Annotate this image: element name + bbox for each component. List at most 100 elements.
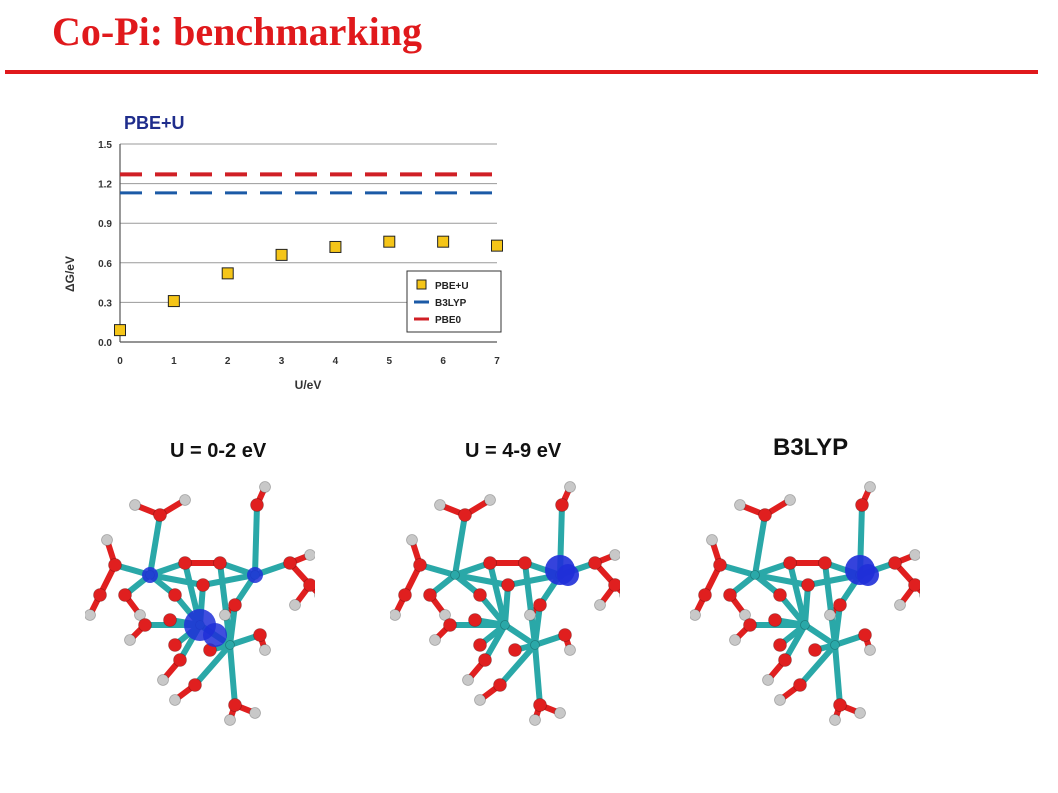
oxygen-atom bbox=[423, 588, 437, 602]
hydrogen-atom bbox=[594, 599, 606, 611]
hydrogen-atom bbox=[314, 591, 315, 599]
spin-density-group bbox=[845, 555, 879, 586]
oxygen-atom bbox=[413, 558, 427, 572]
oxygen-atom bbox=[533, 598, 547, 612]
hydrogen-atom bbox=[474, 694, 486, 706]
oxygen-atom bbox=[778, 653, 792, 667]
hydrogen-atom bbox=[289, 599, 301, 611]
data-point-pbe-u bbox=[167, 295, 180, 308]
oxygen-atom bbox=[808, 643, 822, 657]
hydrogen-atom bbox=[609, 549, 620, 561]
cluster-structure-b3lyp bbox=[690, 481, 920, 726]
oxygen-atom bbox=[250, 498, 264, 512]
x-tick-label: 3 bbox=[279, 356, 285, 367]
y-tick-label: 0.9 bbox=[98, 219, 112, 230]
legend-swatch-pbe-u bbox=[416, 279, 427, 290]
oxygen-atom bbox=[508, 643, 522, 657]
bond-group bbox=[87, 484, 315, 723]
oxygen-atom bbox=[478, 653, 492, 667]
data-point-pbe-u bbox=[329, 240, 342, 253]
oxygen-atom bbox=[818, 556, 832, 570]
oxygen-atom bbox=[501, 578, 515, 592]
oxygen-atom bbox=[93, 588, 107, 602]
oxygen-atom bbox=[793, 678, 807, 692]
oxygen-atom bbox=[473, 588, 487, 602]
oxygen-atom bbox=[213, 556, 227, 570]
bond bbox=[752, 572, 811, 588]
hydrogen-atom bbox=[774, 694, 786, 706]
hydrogen-atom bbox=[85, 609, 96, 621]
oxygen-atom bbox=[228, 598, 242, 612]
x-tick-label: 5 bbox=[387, 356, 393, 367]
y-tick-label: 0.6 bbox=[98, 259, 112, 270]
oxygen-atom bbox=[493, 678, 507, 692]
data-point-pbe-u bbox=[437, 235, 450, 248]
hydrogen-atom bbox=[619, 591, 620, 599]
data-point-pbe-u bbox=[275, 248, 288, 261]
hydrogen-atom bbox=[784, 494, 796, 506]
oxygen-atom bbox=[473, 638, 487, 652]
hydrogen-atom bbox=[524, 609, 536, 621]
cobalt-atom bbox=[225, 640, 235, 650]
x-tick-label: 0 bbox=[117, 356, 123, 367]
bond bbox=[452, 572, 511, 588]
oxygen-atom bbox=[196, 578, 210, 592]
y-tick-label: 0.3 bbox=[98, 298, 112, 309]
data-point-pbe-u bbox=[491, 239, 503, 252]
bond bbox=[802, 622, 838, 648]
bond bbox=[497, 642, 538, 688]
hydrogen-atom bbox=[304, 549, 315, 561]
oxygen-atom bbox=[443, 618, 457, 632]
bond bbox=[502, 622, 538, 648]
oxygen-atom bbox=[533, 698, 547, 712]
legend-label: B3LYP bbox=[435, 298, 467, 309]
bond bbox=[532, 642, 543, 708]
hydrogen-atom bbox=[739, 609, 751, 621]
hydrogen-atom bbox=[406, 534, 418, 546]
chart-label: PBE+U bbox=[124, 113, 185, 133]
hydrogen-atom bbox=[706, 534, 718, 546]
oxygen-atom bbox=[168, 588, 182, 602]
delta-g-chart: 0.00.30.60.91.21.50 1 2 3 4 5 6 7 PBE+UB3LYPPBE… bbox=[63, 140, 503, 392]
hydrogen-atom bbox=[690, 609, 701, 621]
hydrogen-atom bbox=[390, 609, 401, 621]
x-tick-label: 6 bbox=[440, 356, 446, 367]
hydrogen-atom bbox=[564, 644, 576, 656]
spin-density-lobe bbox=[247, 567, 263, 583]
hydrogen-atom bbox=[101, 534, 113, 546]
oxygen-atom bbox=[483, 556, 497, 570]
oxygen-atom bbox=[138, 618, 152, 632]
oxygen-atom bbox=[518, 556, 532, 570]
oxygen-atom bbox=[743, 618, 757, 632]
oxygen-atom bbox=[833, 598, 847, 612]
panel-caption-high-u: U = 4-9 eV bbox=[465, 440, 562, 462]
data-point-pbe-u bbox=[221, 267, 234, 280]
cobalt-atom bbox=[530, 640, 540, 650]
hydrogen-atom bbox=[439, 609, 451, 621]
oxygen-atom bbox=[608, 578, 620, 592]
legend-label: PBE+U bbox=[435, 281, 469, 292]
oxygen-atom bbox=[723, 588, 737, 602]
bond bbox=[147, 512, 163, 578]
y-tick-label: 1.2 bbox=[98, 180, 112, 191]
y-tick-label: 0.0 bbox=[98, 338, 112, 349]
cobalt-atom bbox=[750, 570, 760, 580]
x-tick-label: 4 bbox=[333, 356, 339, 367]
panel-caption-b3lyp: B3LYP bbox=[773, 434, 849, 461]
hydrogen-atom bbox=[854, 707, 866, 719]
oxygen-atom bbox=[168, 638, 182, 652]
oxygen-atom bbox=[153, 508, 167, 522]
bond bbox=[192, 642, 233, 688]
bond bbox=[797, 642, 838, 688]
chart-series bbox=[114, 172, 503, 337]
oxygen-atom bbox=[283, 556, 297, 570]
hydrogen-atom bbox=[554, 707, 566, 719]
hydrogen-atom bbox=[919, 591, 920, 599]
hydrogen-atom bbox=[864, 481, 876, 493]
data-point-pbe-u bbox=[114, 324, 126, 337]
cobalt-atom bbox=[830, 640, 840, 650]
bond bbox=[482, 622, 508, 663]
hydrogen-atom bbox=[829, 714, 841, 726]
y-tick-label: 1.5 bbox=[98, 140, 112, 151]
oxygen-atom bbox=[768, 613, 782, 627]
